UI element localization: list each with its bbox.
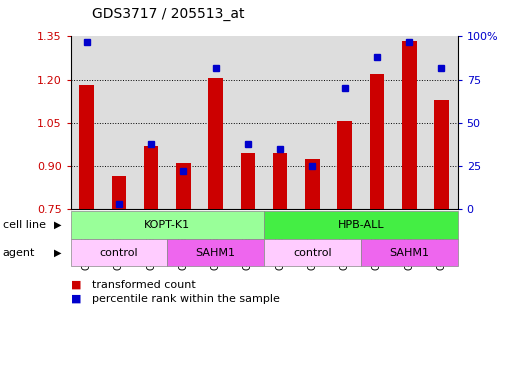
Bar <box>425 36 458 209</box>
Bar <box>241 153 255 209</box>
Bar <box>361 36 393 209</box>
Bar <box>393 36 425 209</box>
Text: ▶: ▶ <box>54 220 61 230</box>
Bar <box>232 36 264 209</box>
Bar <box>200 36 232 209</box>
Bar <box>167 36 200 209</box>
Bar <box>434 100 449 209</box>
Bar <box>79 86 94 209</box>
Bar <box>337 121 352 209</box>
Bar <box>297 36 328 209</box>
Bar <box>209 78 223 209</box>
Bar <box>305 159 320 209</box>
Bar <box>370 74 384 209</box>
Bar <box>264 36 297 209</box>
Text: SAHM1: SAHM1 <box>196 248 236 258</box>
Text: agent: agent <box>3 248 35 258</box>
Bar <box>402 41 416 209</box>
Bar <box>176 163 191 209</box>
Bar <box>144 146 158 209</box>
Bar <box>135 36 167 209</box>
Text: SAHM1: SAHM1 <box>389 248 429 258</box>
Bar <box>328 36 361 209</box>
Text: ■: ■ <box>71 294 81 304</box>
Text: KOPT-K1: KOPT-K1 <box>144 220 190 230</box>
Text: transformed count: transformed count <box>92 280 195 290</box>
Text: HPB-ALL: HPB-ALL <box>337 220 384 230</box>
Text: GDS3717 / 205513_at: GDS3717 / 205513_at <box>92 7 244 21</box>
Text: ▶: ▶ <box>54 248 61 258</box>
Bar <box>112 176 126 209</box>
Text: ■: ■ <box>71 280 81 290</box>
Text: control: control <box>293 248 332 258</box>
Text: control: control <box>100 248 138 258</box>
Bar <box>103 36 135 209</box>
Text: percentile rank within the sample: percentile rank within the sample <box>92 294 279 304</box>
Bar <box>273 153 288 209</box>
Bar <box>71 36 103 209</box>
Text: cell line: cell line <box>3 220 46 230</box>
